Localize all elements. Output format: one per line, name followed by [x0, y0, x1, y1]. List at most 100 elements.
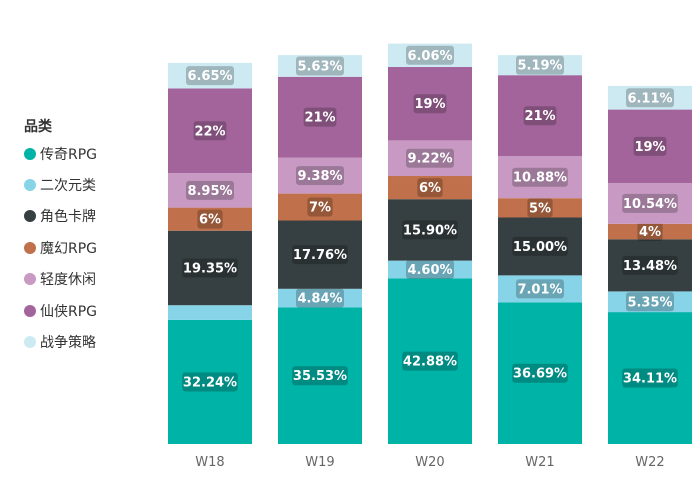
bar-segment[interactable]: [388, 140, 472, 177]
data-label-background: [182, 258, 238, 278]
data-label: 6%: [419, 181, 441, 196]
data-label-background: [512, 363, 568, 383]
bar-segment[interactable]: [278, 288, 362, 308]
x-tick-label: W20: [415, 455, 444, 470]
bar-segment[interactable]: [608, 291, 692, 313]
data-label: 42.88%: [403, 355, 457, 370]
data-label-background: [417, 178, 443, 198]
bar-segment[interactable]: [278, 157, 362, 194]
bar-segment[interactable]: [278, 307, 362, 444]
bar-segment[interactable]: [498, 156, 582, 199]
bar-segment[interactable]: [608, 312, 692, 444]
data-label-background: [406, 148, 454, 168]
legend-item[interactable]: 二次元类: [24, 169, 97, 200]
data-label: 5.19%: [517, 59, 562, 74]
bar-segment[interactable]: [168, 62, 252, 89]
legend-swatch: [24, 273, 36, 286]
data-label: 32.24%: [183, 375, 237, 390]
data-label: 7.01%: [517, 282, 562, 297]
bar-segment[interactable]: [498, 75, 582, 157]
data-label: 21%: [304, 111, 335, 126]
data-label-background: [296, 56, 344, 76]
bar-segment[interactable]: [388, 199, 472, 261]
data-label: 8.95%: [187, 184, 232, 199]
bar-segment[interactable]: [608, 109, 692, 184]
data-label-background: [626, 292, 674, 312]
bar-segment[interactable]: [388, 176, 472, 200]
data-label: 19.35%: [183, 261, 237, 276]
bar-segment[interactable]: [498, 302, 582, 444]
bar-segment[interactable]: [168, 207, 252, 231]
data-label: 5%: [529, 201, 551, 216]
bar-segment[interactable]: [168, 88, 252, 174]
data-label-background: [193, 121, 227, 141]
data-label: 5.35%: [627, 295, 672, 310]
data-label-background: [637, 222, 663, 242]
data-label-background: [182, 372, 238, 392]
bar-segment[interactable]: [278, 76, 362, 158]
data-label: 15.00%: [513, 240, 567, 255]
data-label: 4.60%: [407, 263, 452, 278]
data-label-background: [197, 209, 223, 229]
bar-segment[interactable]: [608, 85, 692, 110]
legend-items: 传奇RPG 二次元类角色卡牌魔幻RPG 轻度休闲 仙侠RPG 战争策略: [24, 138, 97, 358]
x-tick-label: W19: [305, 455, 334, 470]
bar-segment[interactable]: [278, 220, 362, 289]
data-label-background: [512, 236, 568, 256]
data-label: 35.53%: [293, 369, 347, 384]
legend-item[interactable]: 魔幻RPG: [24, 232, 97, 263]
legend-item[interactable]: 仙侠RPG: [24, 295, 97, 326]
legend-swatch: [24, 336, 36, 349]
data-label-background: [633, 136, 667, 156]
legend-label: 二次元类: [40, 178, 96, 195]
data-label-background: [622, 193, 678, 213]
data-label: 21%: [524, 109, 555, 124]
data-label-background: [512, 167, 568, 187]
bar-segment[interactable]: [388, 260, 472, 279]
data-label-background: [406, 45, 454, 65]
bar-segment[interactable]: [608, 223, 692, 240]
bar-segment[interactable]: [498, 217, 582, 276]
bar-segment[interactable]: [278, 193, 362, 221]
bar-segment[interactable]: [608, 239, 692, 292]
bar-segment[interactable]: [168, 173, 252, 208]
legend-item[interactable]: 传奇RPG: [24, 138, 97, 169]
bar-segment[interactable]: [388, 67, 472, 141]
data-label-background: [402, 220, 458, 240]
legend-swatch: [24, 179, 36, 192]
data-label: 10.88%: [513, 171, 567, 186]
legend-item[interactable]: 轻度休闲: [24, 264, 97, 295]
data-label-background: [622, 368, 678, 388]
legend-swatch: [24, 304, 36, 317]
data-label-background: [296, 166, 344, 186]
legend-title: 品类: [24, 119, 52, 135]
legend-label: 传奇RPG: [40, 146, 98, 163]
data-label-background: [296, 288, 344, 308]
data-label: 36.69%: [513, 367, 567, 382]
bar-segment[interactable]: [388, 43, 472, 68]
legend-item[interactable]: 战争策略: [24, 326, 97, 357]
data-label: 4.84%: [297, 292, 342, 307]
data-label: 6.11%: [627, 91, 672, 106]
bar-segment[interactable]: [388, 278, 472, 444]
bar-segment[interactable]: [168, 305, 252, 320]
legend-item[interactable]: 角色卡牌: [24, 201, 97, 232]
bar-segment[interactable]: [498, 275, 582, 303]
data-label: 9.22%: [407, 152, 452, 167]
bar-segment[interactable]: [498, 55, 582, 76]
data-label: 7%: [309, 201, 331, 216]
legend: 品类 传奇RPG 二次元类角色卡牌魔幻RPG 轻度休闲 仙侠RPG 战争策略: [24, 116, 97, 358]
data-label-background: [527, 198, 553, 218]
bar-segment[interactable]: [168, 230, 252, 306]
x-tick-label: W18: [195, 455, 224, 470]
bar-segment[interactable]: [608, 183, 692, 224]
bar-segment[interactable]: [278, 55, 362, 77]
data-label-background: [406, 259, 454, 279]
bar-segment[interactable]: [498, 198, 582, 218]
legend-label: 战争策略: [40, 335, 96, 352]
bar-segment[interactable]: [168, 319, 252, 444]
legend-label: 角色卡牌: [40, 209, 96, 226]
data-label: 6%: [199, 213, 221, 228]
